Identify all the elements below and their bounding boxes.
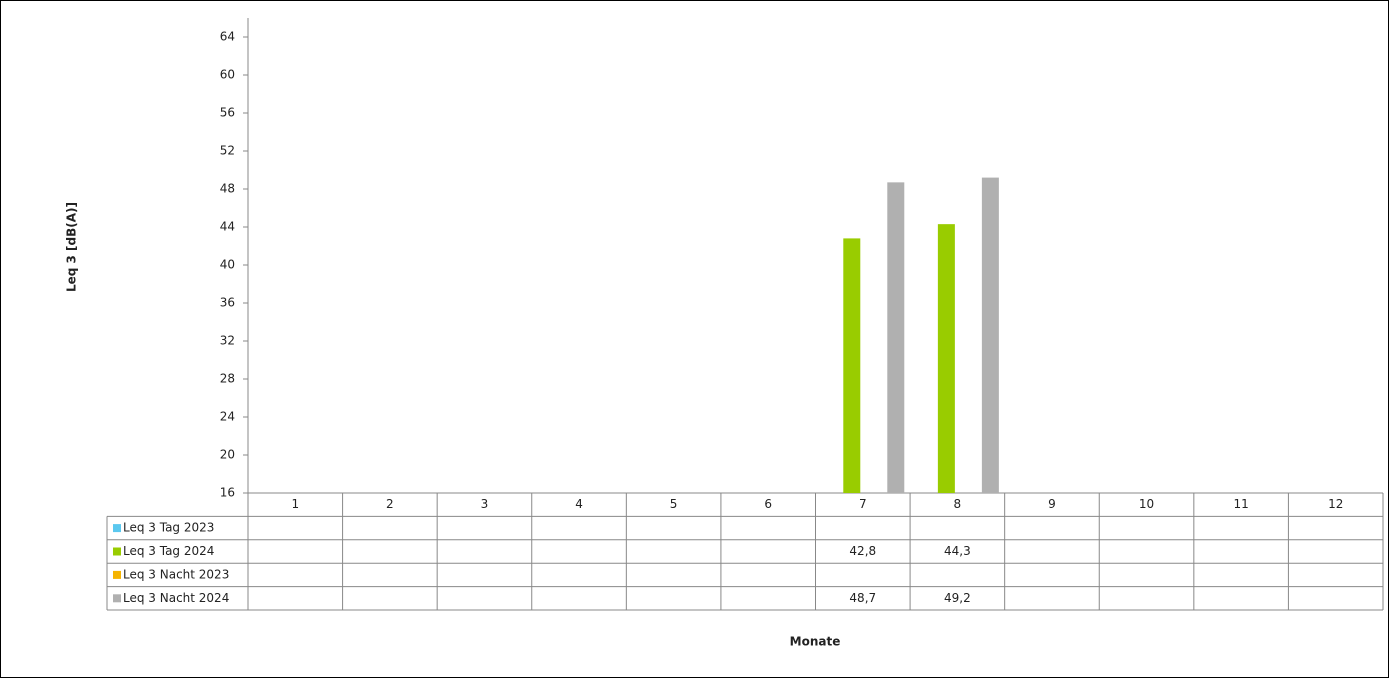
y-tick-label: 32 [220, 334, 235, 348]
bar [887, 182, 905, 493]
x-tick-label: 2 [386, 497, 394, 511]
table-value: 49,2 [944, 591, 971, 605]
y-tick-label: 20 [220, 448, 235, 462]
legend-label: Leq 3 Tag 2023 [123, 521, 214, 535]
table-value: 42,8 [849, 544, 876, 558]
x-tick-label: 11 [1233, 497, 1248, 511]
x-tick-label: 9 [1048, 497, 1056, 511]
x-tick-label: 5 [670, 497, 678, 511]
legend-label: Leq 3 Nacht 2024 [123, 591, 229, 605]
legend-label: Leq 3 Nacht 2023 [123, 567, 229, 581]
x-tick-label: 7 [859, 497, 867, 511]
y-tick-label: 40 [220, 258, 235, 272]
y-tick-label: 52 [220, 144, 235, 158]
x-tick-label: 4 [575, 497, 583, 511]
y-tick-label: 24 [220, 410, 235, 424]
legend-swatch [113, 547, 121, 556]
bar [937, 224, 955, 493]
y-tick-label: 16 [220, 486, 235, 500]
table-value: 44,3 [944, 544, 971, 558]
x-tick-label: 1 [291, 497, 299, 511]
legend-swatch [113, 570, 121, 579]
x-tick-label: 8 [954, 497, 962, 511]
x-tick-label: 12 [1328, 497, 1343, 511]
bar [981, 177, 999, 493]
legend-label: Leq 3 Tag 2024 [123, 544, 214, 558]
y-axis-title: Leq 3 [dB(A)] [65, 202, 79, 292]
x-axis-title: Monate [790, 635, 841, 649]
legend-swatch [113, 524, 121, 533]
y-tick-label: 36 [220, 296, 235, 310]
legend-swatch [113, 594, 121, 603]
y-tick-label: 28 [220, 372, 235, 386]
y-tick-label: 60 [220, 68, 235, 82]
table-value: 48,7 [849, 591, 876, 605]
x-tick-label: 10 [1139, 497, 1154, 511]
x-tick-label: 6 [764, 497, 772, 511]
x-tick-label: 3 [481, 497, 489, 511]
y-tick-label: 44 [220, 220, 235, 234]
y-tick-label: 64 [220, 30, 235, 44]
y-tick-label: 48 [220, 182, 235, 196]
y-tick-label: 56 [220, 106, 235, 120]
bar [843, 238, 861, 493]
